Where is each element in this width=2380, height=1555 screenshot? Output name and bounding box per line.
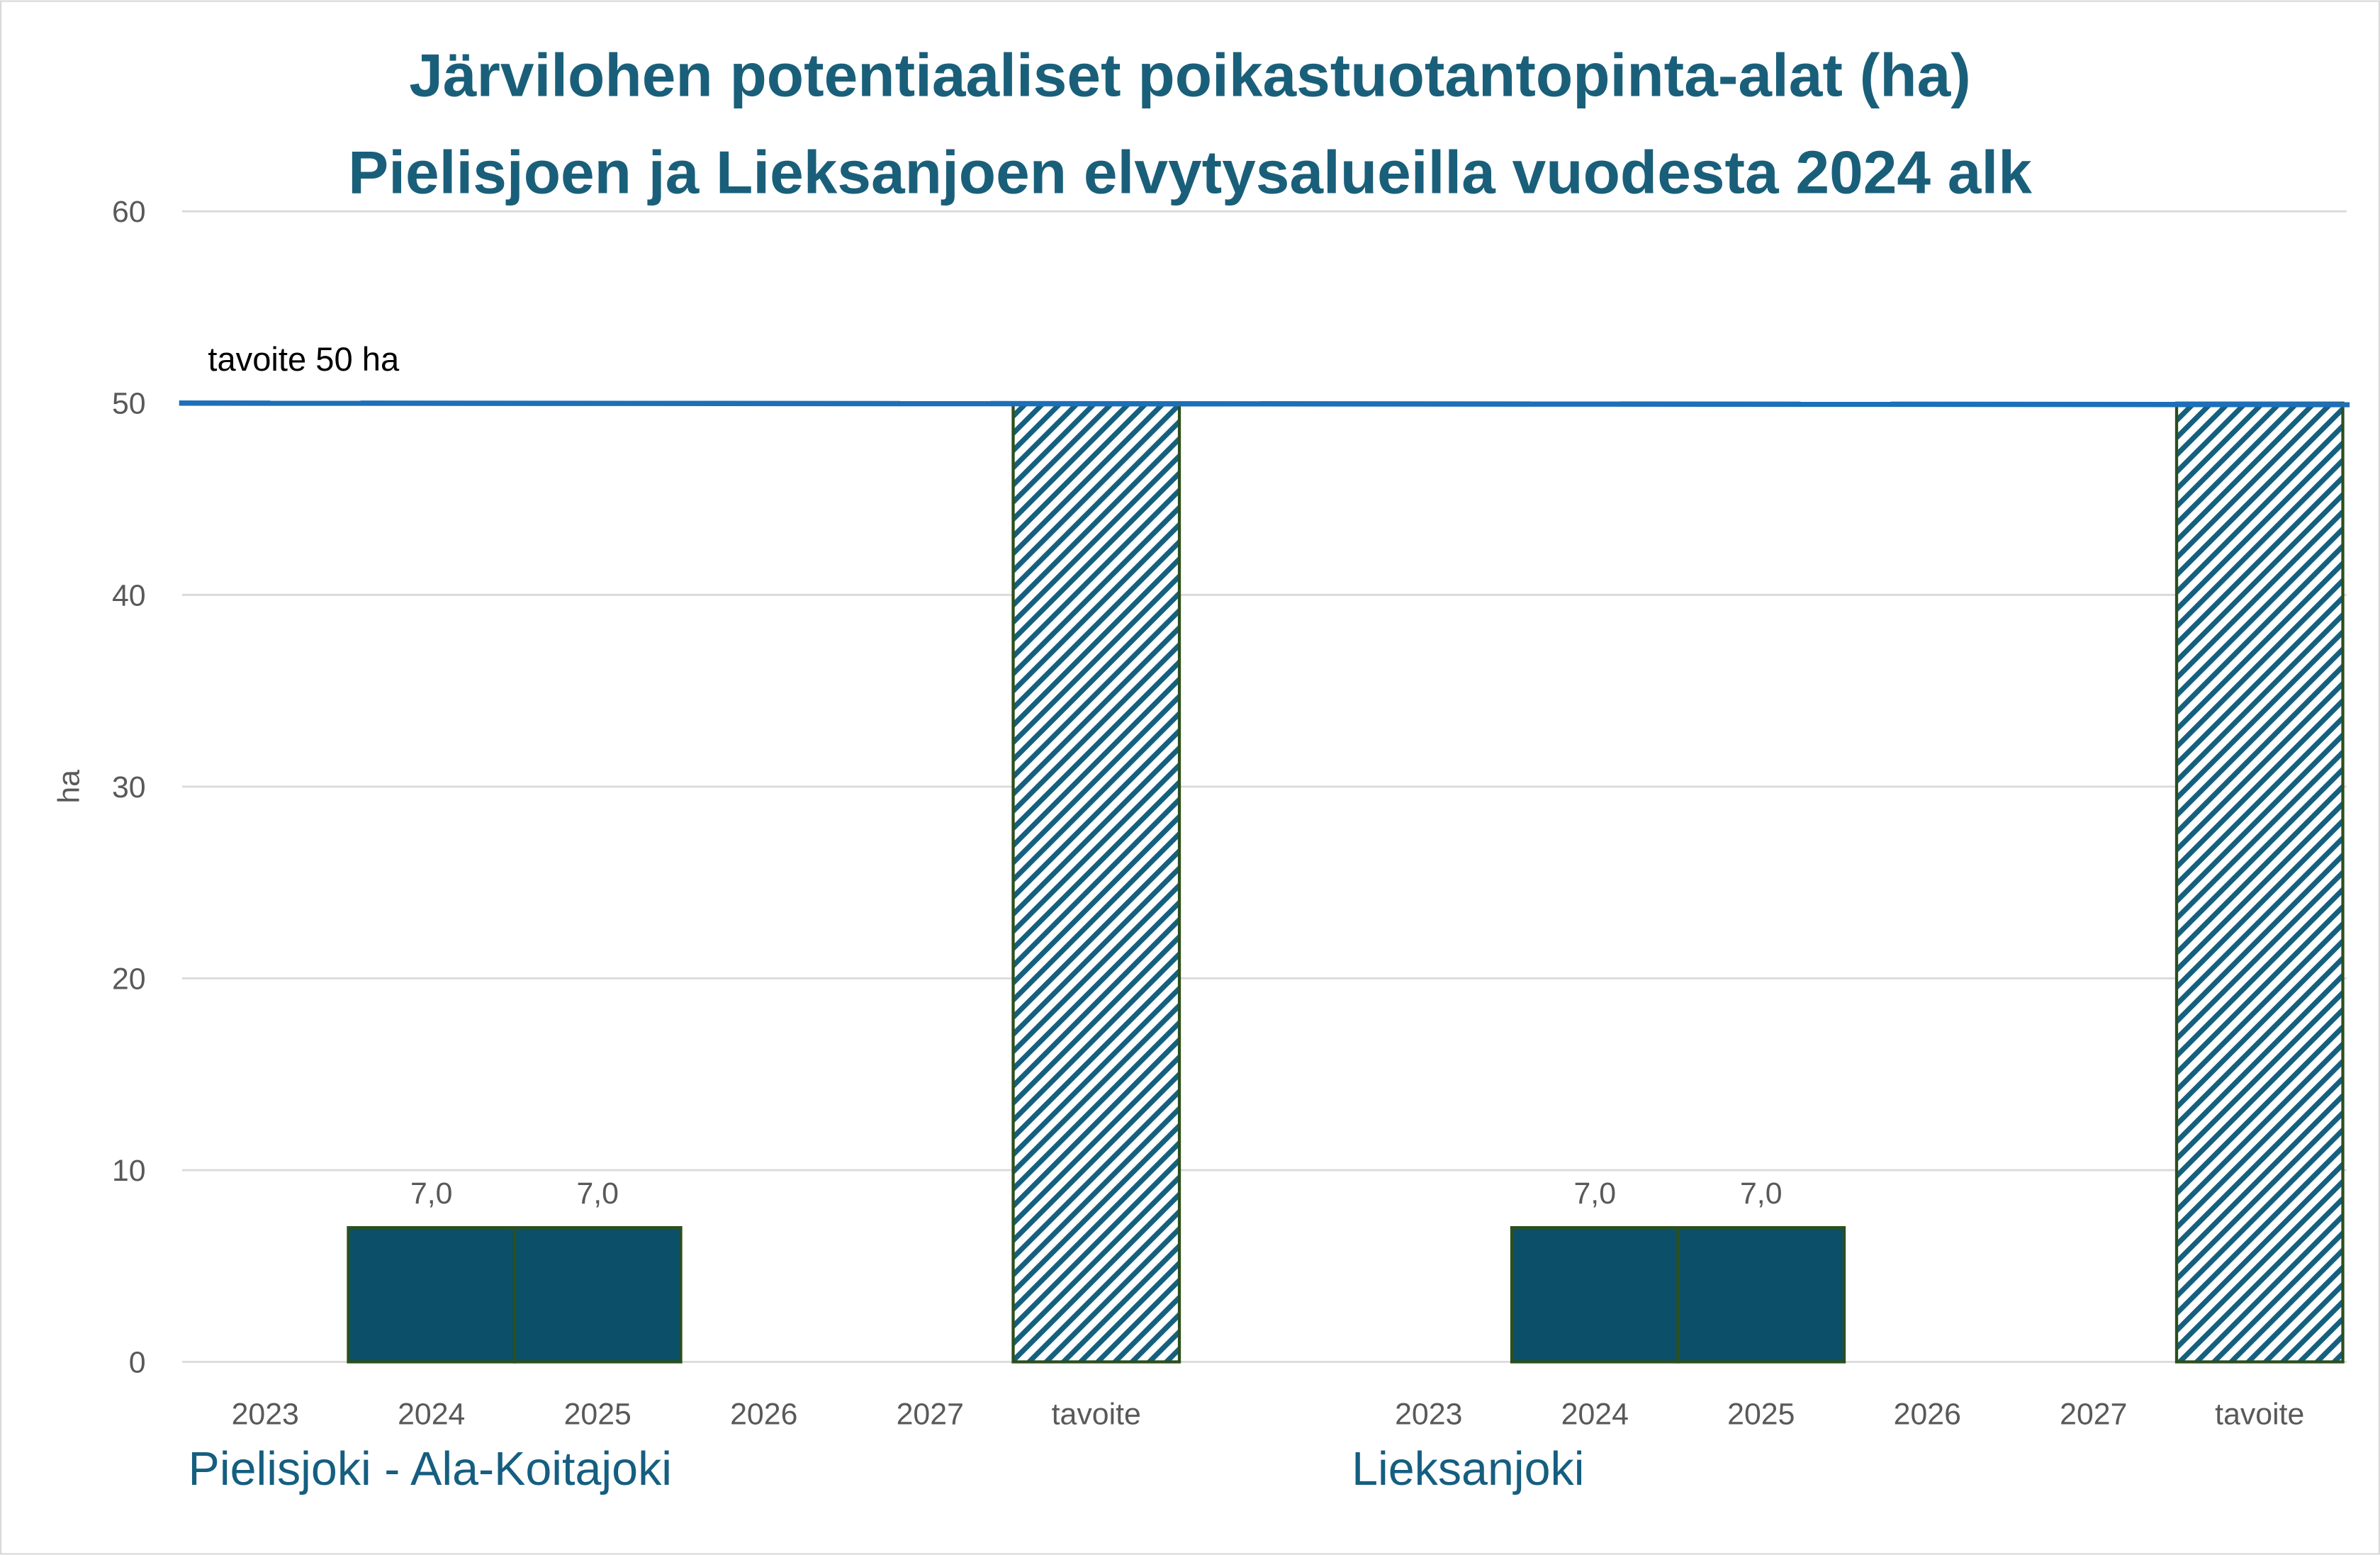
bar bbox=[1676, 1225, 1846, 1364]
x-tick-label: 2027 bbox=[897, 1397, 964, 1431]
target-line bbox=[179, 400, 2350, 408]
chart-title-line-1: Järvilohen potentiaaliset poikastuotanto… bbox=[409, 41, 1971, 109]
bar bbox=[1510, 1225, 1680, 1364]
target-bar bbox=[2174, 401, 2345, 1364]
chart-title-line-2: Pielisjoen ja Lieksanjoen elvytysalueill… bbox=[348, 138, 2032, 206]
x-tick-label: 2024 bbox=[398, 1397, 465, 1431]
x-tick-label: 2026 bbox=[730, 1397, 797, 1431]
y-tick-label: 0 bbox=[129, 1346, 146, 1380]
x-tick-label: 2026 bbox=[1894, 1397, 1961, 1431]
x-tick-label: 2024 bbox=[1561, 1397, 1629, 1431]
target-line-label: tavoite 50 ha bbox=[208, 340, 400, 378]
target-bar bbox=[1011, 401, 1181, 1364]
x-tick-label: 2025 bbox=[564, 1397, 632, 1431]
x-tick-label: 2023 bbox=[1395, 1397, 1462, 1431]
group-label: Lieksanjoki bbox=[1352, 1443, 1584, 1495]
bar bbox=[347, 1225, 517, 1364]
data-label: 7,0 bbox=[576, 1177, 619, 1211]
data-label: 7,0 bbox=[1740, 1177, 1783, 1211]
x-tick-label: tavoite bbox=[1052, 1397, 1141, 1431]
group-label: Pielisjoki - Ala-Koitajoki bbox=[189, 1443, 672, 1495]
data-label: 7,0 bbox=[1573, 1177, 1616, 1211]
data-label: 7,0 bbox=[410, 1177, 453, 1211]
x-tick-label: 2023 bbox=[232, 1397, 299, 1431]
y-tick-label: 50 bbox=[112, 387, 146, 421]
y-tick-label: 30 bbox=[112, 770, 146, 804]
x-tick-label: 2025 bbox=[1727, 1397, 1795, 1431]
x-tick-label: tavoite bbox=[2215, 1397, 2304, 1431]
x-tick-label: 2027 bbox=[2060, 1397, 2127, 1431]
bar bbox=[512, 1225, 683, 1364]
y-tick-label: 60 bbox=[112, 195, 146, 229]
y-tick-label: 20 bbox=[112, 962, 146, 996]
y-axis-label: ha bbox=[52, 770, 86, 804]
y-tick-label: 10 bbox=[112, 1154, 146, 1188]
y-tick-label: 40 bbox=[112, 578, 146, 612]
